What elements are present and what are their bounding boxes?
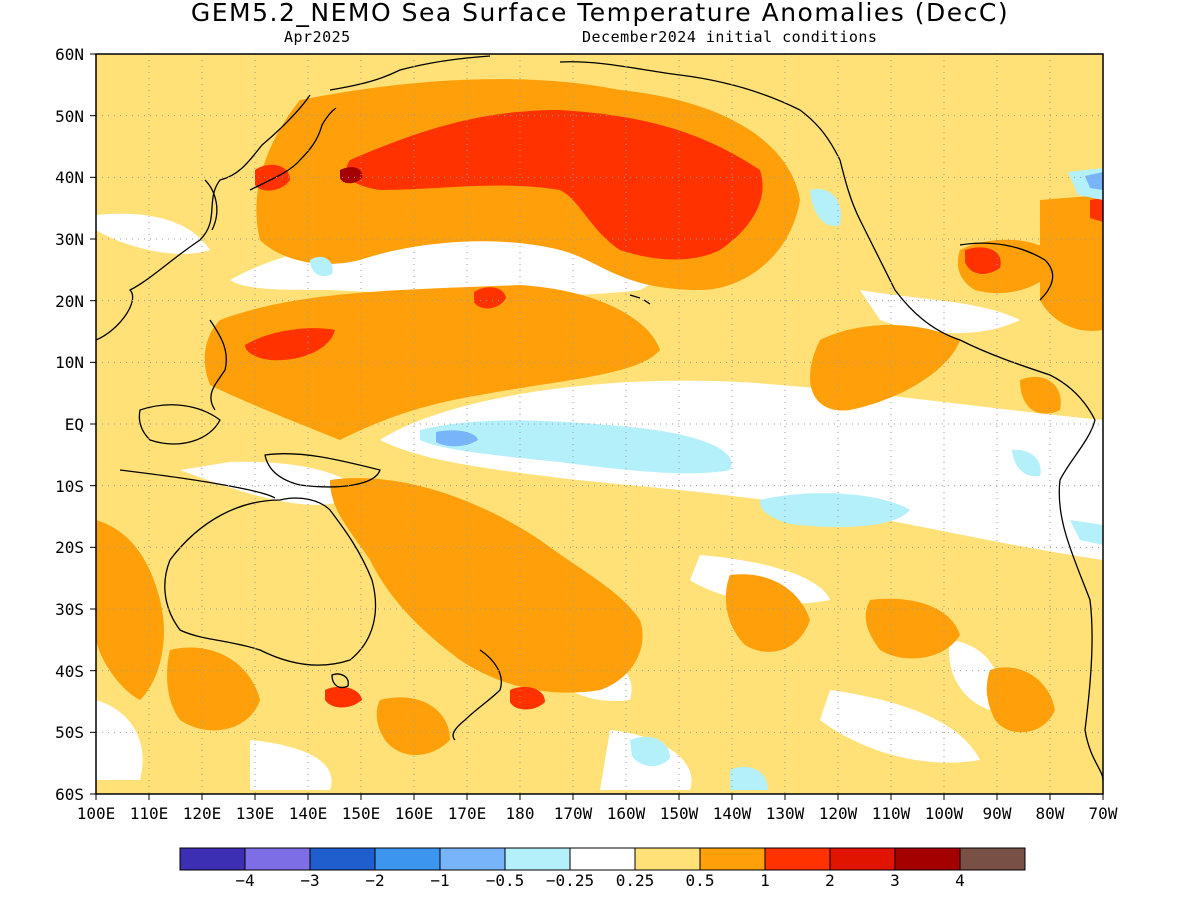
colorbar-swatch (504, 847, 571, 871)
colorbar-label: −3 (300, 871, 320, 890)
colorbar-swatch (829, 847, 896, 871)
map-title: GEM5.2_NEMO Sea Surface Temperature Anom… (190, 0, 1010, 27)
colorbar-swatch (569, 847, 636, 871)
latitude-label: 50S (55, 723, 84, 743)
longitude-label: 170W (553, 804, 593, 823)
colorbar-swatch (634, 847, 701, 871)
colorbar-label: 4 (955, 871, 965, 890)
strong-anomaly-regions (245, 110, 1103, 710)
coastlines (95, 55, 1104, 781)
longitude-label: 90W (982, 804, 1012, 823)
colorbar-label: −0.5 (485, 871, 525, 890)
colorbar-swatch (894, 847, 961, 871)
colorbar-swatch (309, 847, 376, 871)
latitude-label: 60S (55, 785, 84, 804)
longitude-label: 130E (235, 804, 275, 823)
colorbar-label: −4 (235, 871, 255, 890)
longitude-label: 140E (288, 804, 328, 823)
longitude-label: 70W (1088, 804, 1118, 823)
colorbar-label: −0.25 (545, 871, 595, 890)
colorbar-swatch (179, 847, 246, 871)
longitude-label: 130W (765, 804, 805, 823)
longitude-label: 100W (924, 804, 964, 823)
longitude-label: 110W (871, 804, 911, 823)
longitude-label: 150E (341, 804, 381, 823)
longitude-label: 110E (129, 804, 169, 823)
latitude-label: 40N (55, 168, 84, 188)
latitude-label: 30S (55, 600, 84, 619)
latitude-label: 30N (55, 230, 84, 249)
very-strong-anomaly-regions (340, 167, 363, 184)
latitude-label: 20S (55, 538, 84, 558)
longitude-label: 100E (76, 804, 116, 823)
colorbar-label: −2 (365, 871, 385, 890)
latitude-label: 60N (55, 45, 84, 64)
longitude-label: 120E (182, 804, 222, 823)
forecast-month: Apr2025 (284, 28, 351, 46)
negative-anomaly-regions (436, 172, 1103, 447)
longitude-label: 140W (712, 804, 752, 823)
latitude-label: 50N (55, 106, 84, 126)
latitude-label: EQ (64, 415, 84, 434)
longitude-label: 120W (818, 804, 858, 823)
colorbar-label: 1 (760, 871, 770, 890)
colorbar-label: 2 (825, 871, 835, 890)
colorbar-label: −1 (430, 871, 450, 890)
latitude-label: 40S (55, 661, 84, 681)
anomaly-field (96, 54, 1103, 794)
colorbar-swatch (439, 847, 506, 871)
colorbar-swatch (244, 847, 311, 871)
colorbar-swatch (374, 847, 441, 871)
colorbar-swatch (699, 847, 766, 871)
axis-ticks (90, 53, 1104, 800)
longitude-label: 80W (1035, 804, 1065, 823)
colorbar (179, 847, 1026, 871)
initial-conditions: December2024 initial conditions (582, 28, 878, 46)
longitude-label: 150W (659, 804, 699, 823)
colorbar-swatch (764, 847, 831, 871)
longitude-label: 180 (505, 804, 535, 823)
longitude-label: 170E (447, 804, 487, 823)
colorbar-label: 0.25 (615, 871, 655, 890)
colorbar-label: 3 (890, 871, 900, 890)
weak-negative-regions (310, 168, 1103, 790)
latitude-label: 10S (55, 476, 84, 496)
latitude-label: 20N (55, 291, 84, 311)
colorbar-label: 0.5 (685, 871, 715, 890)
longitude-label: 160E (394, 804, 434, 823)
latitude-label: 10N (55, 353, 84, 373)
colorbar-swatch (959, 847, 1026, 871)
longitude-label: 160W (606, 804, 646, 823)
